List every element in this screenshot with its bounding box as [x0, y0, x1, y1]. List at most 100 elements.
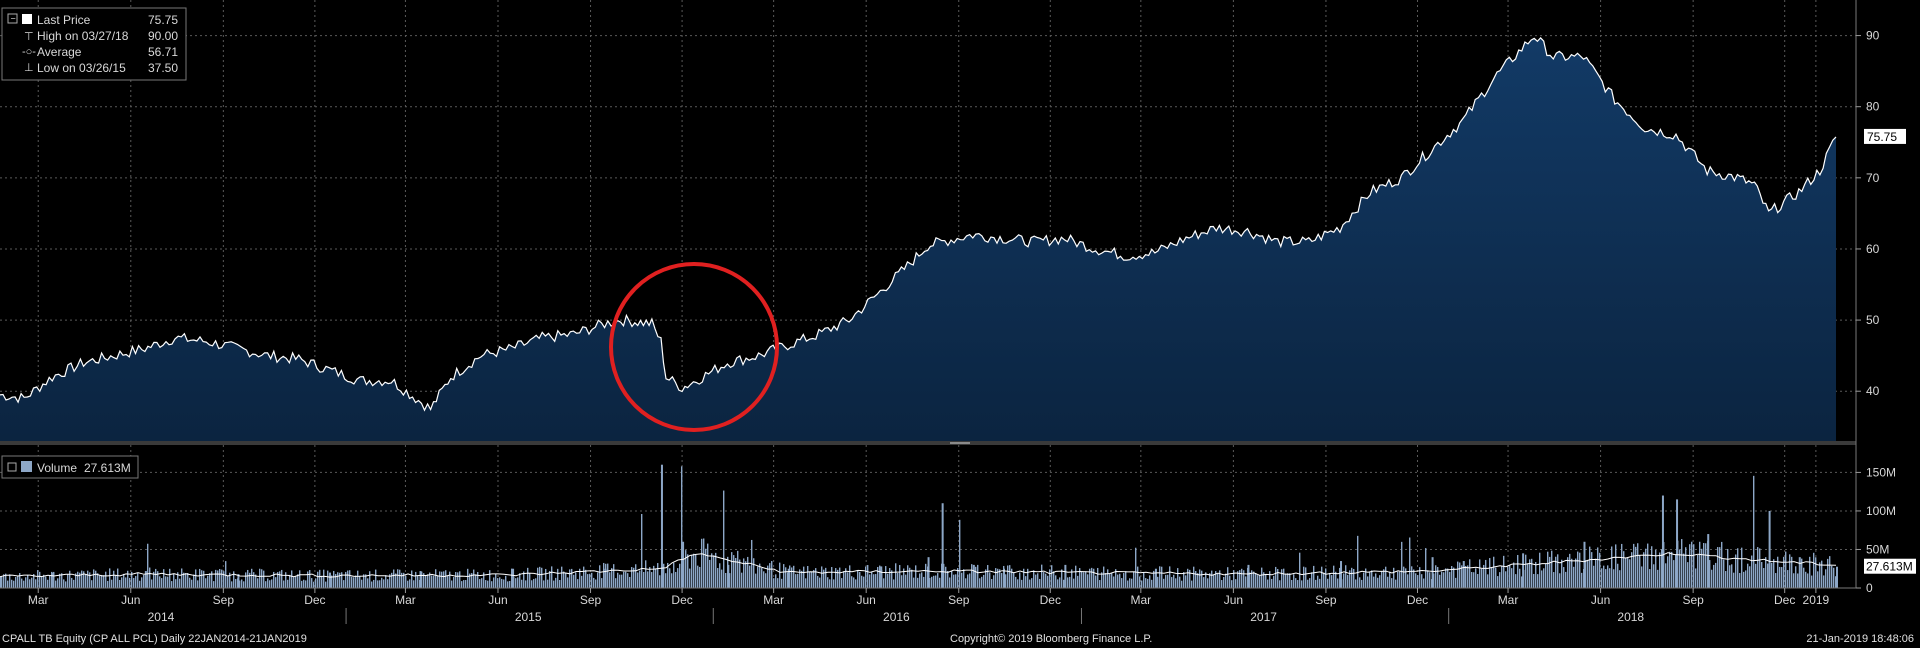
volume-bar — [1197, 573, 1199, 588]
volume-tick-label: 50M — [1866, 542, 1889, 556]
volume-bar — [773, 578, 775, 588]
volume-bar — [65, 581, 67, 588]
volume-bar — [997, 568, 999, 588]
panel-divider[interactable] — [0, 441, 1856, 445]
legend-last-price-value: 75.75 — [148, 13, 178, 27]
volume-bar — [453, 577, 455, 588]
volume-bar — [1239, 570, 1241, 588]
volume-bar — [1355, 579, 1357, 588]
volume-bar — [1607, 565, 1609, 588]
volume-bar — [1833, 567, 1835, 588]
volume-bar — [361, 579, 363, 588]
volume-bar — [1213, 575, 1215, 588]
volume-bar — [1745, 570, 1747, 588]
volume-bar — [359, 575, 361, 588]
volume-bar — [581, 575, 583, 588]
volume-bar — [1021, 579, 1023, 588]
volume-bar — [1259, 575, 1261, 588]
volume-bar — [1689, 544, 1691, 588]
volume-bar — [1311, 572, 1313, 588]
volume-bar — [1231, 580, 1233, 588]
volume-peak-bar — [1462, 561, 1465, 588]
volume-bar — [1771, 562, 1773, 588]
volume-bar — [1667, 556, 1669, 588]
minus-icon[interactable]: − — [11, 14, 16, 24]
volume-bar — [365, 574, 367, 588]
x-tick-label: 2019 — [1803, 593, 1830, 607]
volume-bar — [571, 568, 573, 588]
volume-bar — [1807, 573, 1809, 588]
average-marker-icon: -○- — [22, 46, 36, 58]
volume-legend-collapse-icon[interactable] — [7, 462, 17, 472]
volume-peak-bar — [512, 568, 515, 588]
volume-bar — [873, 574, 875, 588]
volume-bar — [715, 552, 717, 588]
volume-bar — [155, 568, 157, 588]
volume-bar — [243, 581, 245, 588]
volume-bar — [1471, 572, 1473, 588]
volume-bar — [189, 577, 191, 588]
volume-bar — [527, 567, 529, 588]
volume-bar — [689, 568, 691, 588]
volume-bar — [393, 569, 395, 588]
volume-bar — [181, 568, 183, 588]
volume-bar — [123, 573, 125, 588]
volume-bar — [1083, 572, 1085, 588]
volume-bar — [1593, 565, 1595, 588]
volume-bar — [1635, 546, 1637, 588]
volume-bar — [1599, 552, 1601, 588]
volume-bar — [1679, 549, 1681, 588]
volume-peak-bar — [1003, 568, 1006, 588]
volume-bar — [1395, 579, 1397, 588]
volume-bar — [1741, 547, 1743, 588]
volume-bar — [1265, 574, 1267, 588]
volume-bar — [1485, 559, 1487, 588]
volume-bar — [903, 568, 905, 588]
volume-bar — [1019, 572, 1021, 588]
volume-bar — [1307, 579, 1309, 588]
volume-bar — [1475, 568, 1477, 588]
volume-bar — [1681, 539, 1683, 588]
volume-bar — [1037, 573, 1039, 588]
volume-bar — [729, 573, 731, 588]
volume-bar — [159, 576, 161, 588]
volume-bar — [775, 574, 777, 588]
x-tick-label: Sep — [1315, 593, 1337, 607]
volume-bar — [573, 574, 575, 588]
volume-bar — [1703, 543, 1705, 588]
volume-bar — [1717, 547, 1719, 588]
volume-bar — [305, 580, 307, 588]
volume-bar — [1489, 558, 1491, 588]
volume-bar — [505, 575, 507, 588]
volume-bar — [1687, 562, 1689, 588]
volume-bar — [1787, 570, 1789, 588]
volume-peak-bar — [1583, 541, 1586, 588]
volume-bar — [1253, 571, 1255, 588]
volume-bar — [221, 569, 223, 588]
volume-bar — [1789, 554, 1791, 588]
volume-bar — [1209, 573, 1211, 588]
x-tick-label: Sep — [580, 593, 602, 607]
volume-bar — [183, 572, 185, 588]
volume-legend-label: Volume — [37, 461, 77, 475]
volume-bar — [769, 563, 771, 588]
volume-bar — [1183, 572, 1185, 588]
volume-bar — [67, 574, 69, 588]
volume-bar — [1513, 562, 1515, 588]
volume-bar — [691, 554, 693, 588]
volume-bar — [215, 569, 217, 588]
volume-bar — [61, 573, 63, 588]
volume-bar — [935, 575, 937, 588]
volume-bar — [409, 579, 411, 588]
volume-bar — [597, 572, 599, 588]
volume-bar — [615, 578, 617, 588]
volume-bar — [1277, 568, 1279, 588]
legend-collapse-icon[interactable] — [7, 13, 18, 24]
volume-bar — [19, 573, 21, 588]
volume-bar — [955, 574, 957, 588]
volume-bar — [1281, 569, 1283, 588]
volume-bar — [705, 548, 707, 588]
volume-bar — [1373, 576, 1375, 588]
volume-bar — [1033, 570, 1035, 588]
panel-divider-handle[interactable] — [950, 442, 970, 444]
